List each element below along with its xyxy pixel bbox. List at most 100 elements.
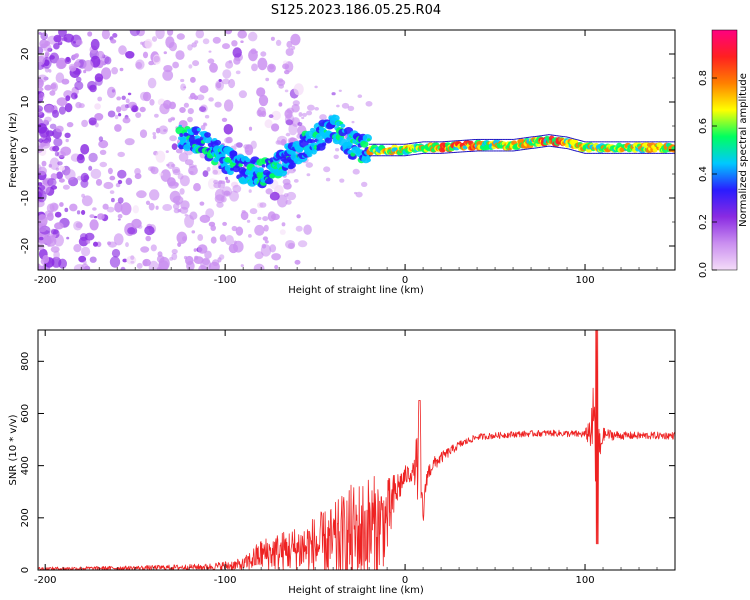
spectrogram-blob <box>340 123 346 128</box>
spectrogram-blob <box>142 259 148 267</box>
spectrogram-blob <box>241 210 246 214</box>
snr-y-tick-label: 0 <box>20 567 31 573</box>
spectrogram-blob <box>109 190 115 195</box>
spectrogram-blob <box>267 211 276 222</box>
spectrogram-blob <box>258 94 269 107</box>
spectrogram-blob <box>96 50 105 59</box>
spectrogram-blob <box>155 150 166 163</box>
spectrogram-blob <box>81 210 86 215</box>
spectrogram-blob <box>38 55 46 66</box>
spectrogram-blob <box>228 243 239 254</box>
spectrogram-blob <box>212 169 218 175</box>
spectrogram-blob <box>38 182 43 186</box>
spectrogram-blob <box>41 142 45 148</box>
spectrogram-blob <box>71 92 78 100</box>
spectrogram-blob <box>275 39 282 46</box>
spectrogram-blob <box>264 240 269 244</box>
spectrogram-blob <box>59 202 64 207</box>
spectrogram-plot-area <box>38 30 675 270</box>
spectrogram-blob <box>117 169 127 179</box>
colorbar-ticks: 0.0 0.2 0.4 0.6 0.8 <box>698 70 717 278</box>
spectrogram-blob <box>38 166 47 176</box>
spectrogram-blob <box>120 266 126 270</box>
spectrogram-blob <box>179 133 185 137</box>
spectrogram-blob <box>107 167 113 175</box>
spectrogram-blob <box>65 138 69 143</box>
spectrogram-blob <box>231 40 238 47</box>
spectrogram-blob <box>140 246 150 253</box>
snr-x-tick-label: -200 <box>34 575 57 586</box>
spectrogram-blob <box>167 177 176 187</box>
spectrogram-blob <box>155 30 165 40</box>
spectrogram-blob <box>108 241 117 248</box>
spectrogram-blob <box>150 166 156 173</box>
spectrogram-blob <box>111 67 118 75</box>
spectrogram-blob <box>208 50 212 53</box>
snr-frame <box>37 329 676 571</box>
spectrogram-blob <box>107 110 116 118</box>
spectrogram-blob <box>202 38 210 45</box>
spectrogram-blob <box>347 105 355 111</box>
spectrogram-blob <box>73 61 81 68</box>
spectrogram-blob <box>254 224 265 236</box>
spectrogram-blob <box>225 235 234 246</box>
spectrogram-blob <box>202 257 210 266</box>
spectrogram-blob <box>273 162 278 166</box>
spectrogram-blob <box>57 161 63 166</box>
spectrogram-blob <box>132 205 139 214</box>
spectrogram-blob <box>136 262 143 269</box>
spectrogram-blob <box>139 106 146 113</box>
spectrogram-blob <box>38 214 48 228</box>
spectrogram-blob <box>319 114 327 121</box>
spectrogram-blob <box>314 85 318 89</box>
spectrogram-blob <box>227 169 234 176</box>
spectrogram-blob <box>149 99 155 106</box>
spectrogram-blob <box>172 61 180 69</box>
spectrogram-blob <box>80 179 89 188</box>
spectrogram-blob <box>127 92 132 96</box>
spectrogram-blob <box>53 42 60 50</box>
spectrogram-blob <box>83 60 94 72</box>
spectrogram-blob <box>193 183 201 192</box>
spectrogram-blob <box>64 132 71 138</box>
spectrogram-blob <box>165 150 169 153</box>
spectrogram-blob <box>240 211 249 221</box>
spectrogram-blob <box>207 58 215 64</box>
spectrogram-blob <box>178 152 189 162</box>
snr-panel: -200 -100 0 100 0 200 400 600 800 Height of stra… <box>8 329 676 596</box>
spectrogram-blob <box>179 188 185 195</box>
figure-title: S125.2023.186.05.25.R04 <box>271 3 441 18</box>
spectrogram-blob <box>74 81 84 91</box>
spectrogram-y-label: Frequency (Hz) <box>8 112 19 188</box>
spectrogram-blob <box>98 136 104 142</box>
spectrogram-blob <box>191 230 196 234</box>
spectrogram-blob <box>151 36 158 42</box>
spectrogram-blob <box>297 240 308 248</box>
spectrogram-blob <box>204 132 211 138</box>
spectrogram-blob <box>292 100 300 106</box>
spectrogram-blob <box>120 104 128 112</box>
colorbar-tick-label: 0.0 <box>698 262 709 278</box>
spectrogram-blob <box>131 218 142 229</box>
spectrogram-blob <box>125 98 130 104</box>
spectrogram-blob <box>38 145 44 153</box>
spectrogram-blob <box>188 163 195 169</box>
spectrogram-y-tick-label: 10 <box>20 96 31 109</box>
spectrogram-blob <box>248 234 252 238</box>
snr-plot-area <box>38 330 675 570</box>
spectrogram-blob <box>97 96 103 102</box>
spectrogram-blob <box>194 40 199 44</box>
spectrogram-blob <box>49 157 60 170</box>
snr-x-tick-label: -100 <box>214 575 237 586</box>
spectrogram-blob <box>293 83 304 96</box>
spectrogram-blob <box>53 137 63 147</box>
spectrogram-blob <box>144 225 155 236</box>
spectrogram-blob <box>285 119 293 126</box>
spectrogram-blob <box>159 172 164 176</box>
spectrogram-blob <box>325 177 331 182</box>
spectrogram-blob <box>83 69 87 74</box>
spectrogram-blob <box>222 43 230 50</box>
spectrogram-blob <box>189 170 194 175</box>
spectrogram-blob <box>125 51 135 59</box>
